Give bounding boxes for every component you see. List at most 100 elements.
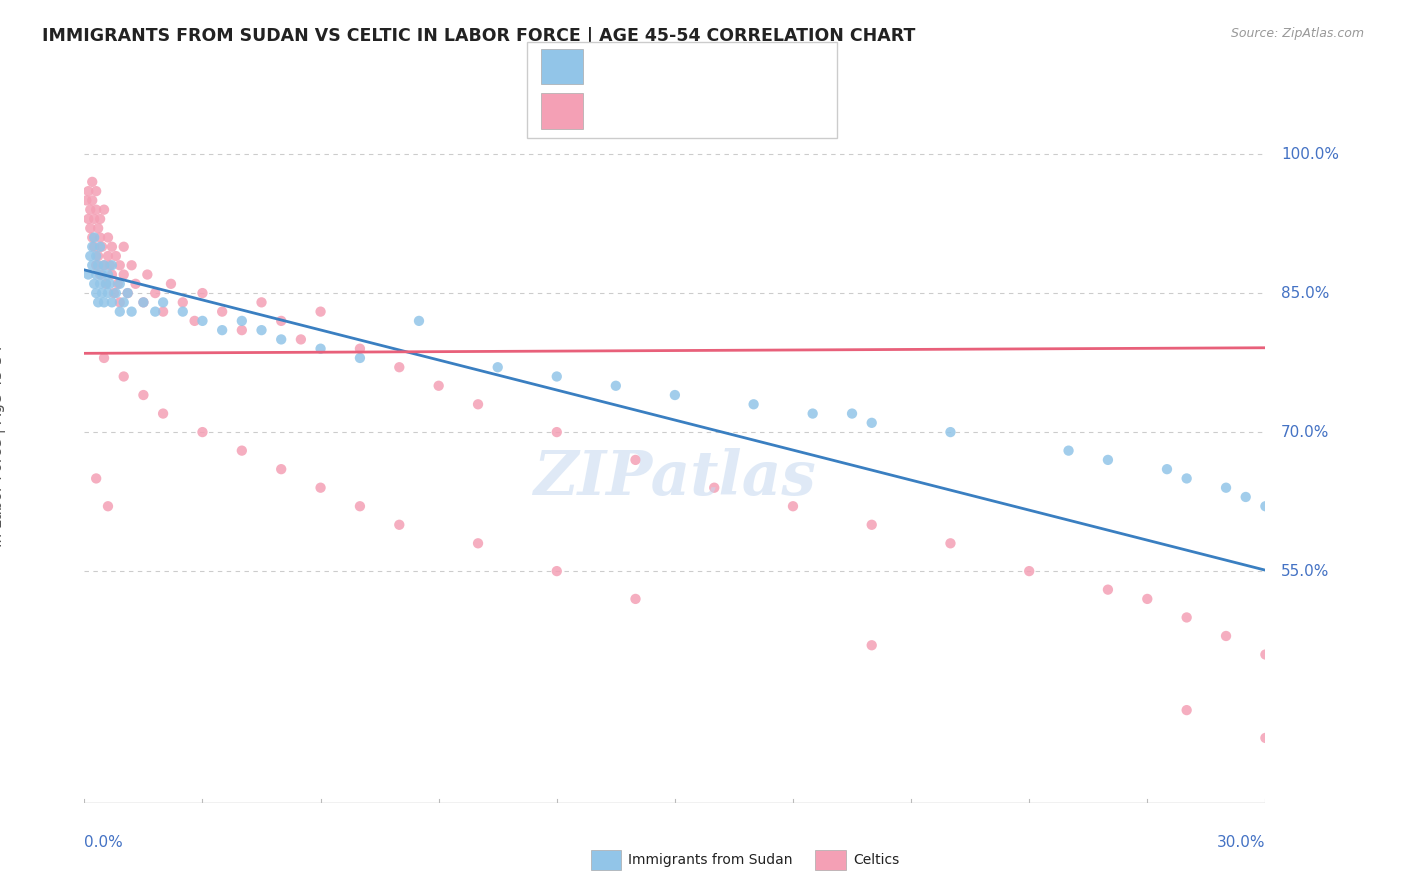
Point xyxy=(132,388,155,402)
Point xyxy=(191,425,214,439)
Point xyxy=(93,258,115,272)
Point xyxy=(309,304,332,318)
Point xyxy=(546,369,568,384)
Point xyxy=(1156,462,1178,476)
Point xyxy=(79,221,101,235)
Point xyxy=(112,240,135,254)
Point xyxy=(152,304,174,318)
Point xyxy=(427,378,450,392)
Point xyxy=(84,202,107,217)
Text: 0.0%: 0.0% xyxy=(84,835,124,850)
Point xyxy=(270,462,292,476)
Point xyxy=(75,194,97,208)
Point xyxy=(841,407,863,421)
Point xyxy=(89,277,111,291)
Point xyxy=(83,230,105,244)
Point xyxy=(108,304,131,318)
Point xyxy=(108,277,131,291)
Point xyxy=(231,443,253,458)
Text: In Labor Force | Age 45-54: In Labor Force | Age 45-54 xyxy=(0,345,6,547)
Point xyxy=(83,211,105,226)
Point xyxy=(98,258,121,272)
Point xyxy=(82,230,104,244)
Point xyxy=(349,500,371,514)
Point xyxy=(1254,648,1277,662)
Point xyxy=(270,314,292,328)
Point xyxy=(91,268,114,282)
Point xyxy=(79,249,101,263)
Point xyxy=(117,286,139,301)
Point xyxy=(742,397,765,411)
Text: 30.0%: 30.0% xyxy=(1218,835,1265,850)
Point xyxy=(143,304,166,318)
Point xyxy=(124,277,146,291)
Point xyxy=(77,211,100,226)
Point xyxy=(782,500,804,514)
Text: R = -0.294   N = 57: R = -0.294 N = 57 xyxy=(595,56,758,74)
Point xyxy=(191,286,214,301)
Point xyxy=(136,268,159,282)
Point xyxy=(89,230,111,244)
Point xyxy=(84,258,107,272)
Point xyxy=(132,295,155,310)
Point xyxy=(624,591,647,606)
Point xyxy=(77,184,100,198)
Point xyxy=(87,258,110,272)
Point xyxy=(1097,582,1119,597)
Text: 100.0%: 100.0% xyxy=(1281,146,1339,161)
Point xyxy=(94,277,117,291)
Point xyxy=(172,295,194,310)
Point xyxy=(93,258,115,272)
Point xyxy=(84,249,107,263)
Point xyxy=(94,277,117,291)
Point xyxy=(79,202,101,217)
Point xyxy=(107,277,129,291)
Point xyxy=(388,360,411,375)
Point xyxy=(108,295,131,310)
Point xyxy=(703,481,725,495)
Point xyxy=(231,314,253,328)
Point xyxy=(83,240,105,254)
Point xyxy=(1254,731,1277,745)
Point xyxy=(91,286,114,301)
Point xyxy=(801,407,824,421)
Point xyxy=(112,295,135,310)
Point xyxy=(87,295,110,310)
Point xyxy=(1215,481,1237,495)
Point xyxy=(172,304,194,318)
Point xyxy=(1175,703,1198,717)
Point xyxy=(486,360,509,375)
Point xyxy=(101,240,124,254)
Point xyxy=(93,202,115,217)
Point xyxy=(84,471,107,485)
Point xyxy=(104,249,127,263)
Text: ZIPatlas: ZIPatlas xyxy=(533,449,817,508)
Point xyxy=(104,286,127,301)
Point xyxy=(309,342,332,356)
Point xyxy=(97,286,120,301)
Point xyxy=(84,268,107,282)
Point xyxy=(121,258,143,272)
Point xyxy=(624,453,647,467)
Text: IMMIGRANTS FROM SUDAN VS CELTIC IN LABOR FORCE | AGE 45-54 CORRELATION CHART: IMMIGRANTS FROM SUDAN VS CELTIC IN LABOR… xyxy=(42,27,915,45)
Point xyxy=(605,378,627,392)
Point xyxy=(211,304,233,318)
Point xyxy=(77,268,100,282)
Point xyxy=(250,323,273,337)
Point xyxy=(664,388,686,402)
Point xyxy=(82,194,104,208)
Point xyxy=(250,295,273,310)
Point xyxy=(939,536,962,550)
Point xyxy=(112,369,135,384)
Point xyxy=(152,295,174,310)
Point xyxy=(349,351,371,365)
Point xyxy=(112,268,135,282)
Point xyxy=(132,295,155,310)
Point xyxy=(160,277,183,291)
Point xyxy=(467,397,489,411)
Point xyxy=(97,230,120,244)
Point xyxy=(93,351,115,365)
Point xyxy=(860,517,883,532)
Text: 70.0%: 70.0% xyxy=(1281,425,1330,440)
Point xyxy=(1215,629,1237,643)
